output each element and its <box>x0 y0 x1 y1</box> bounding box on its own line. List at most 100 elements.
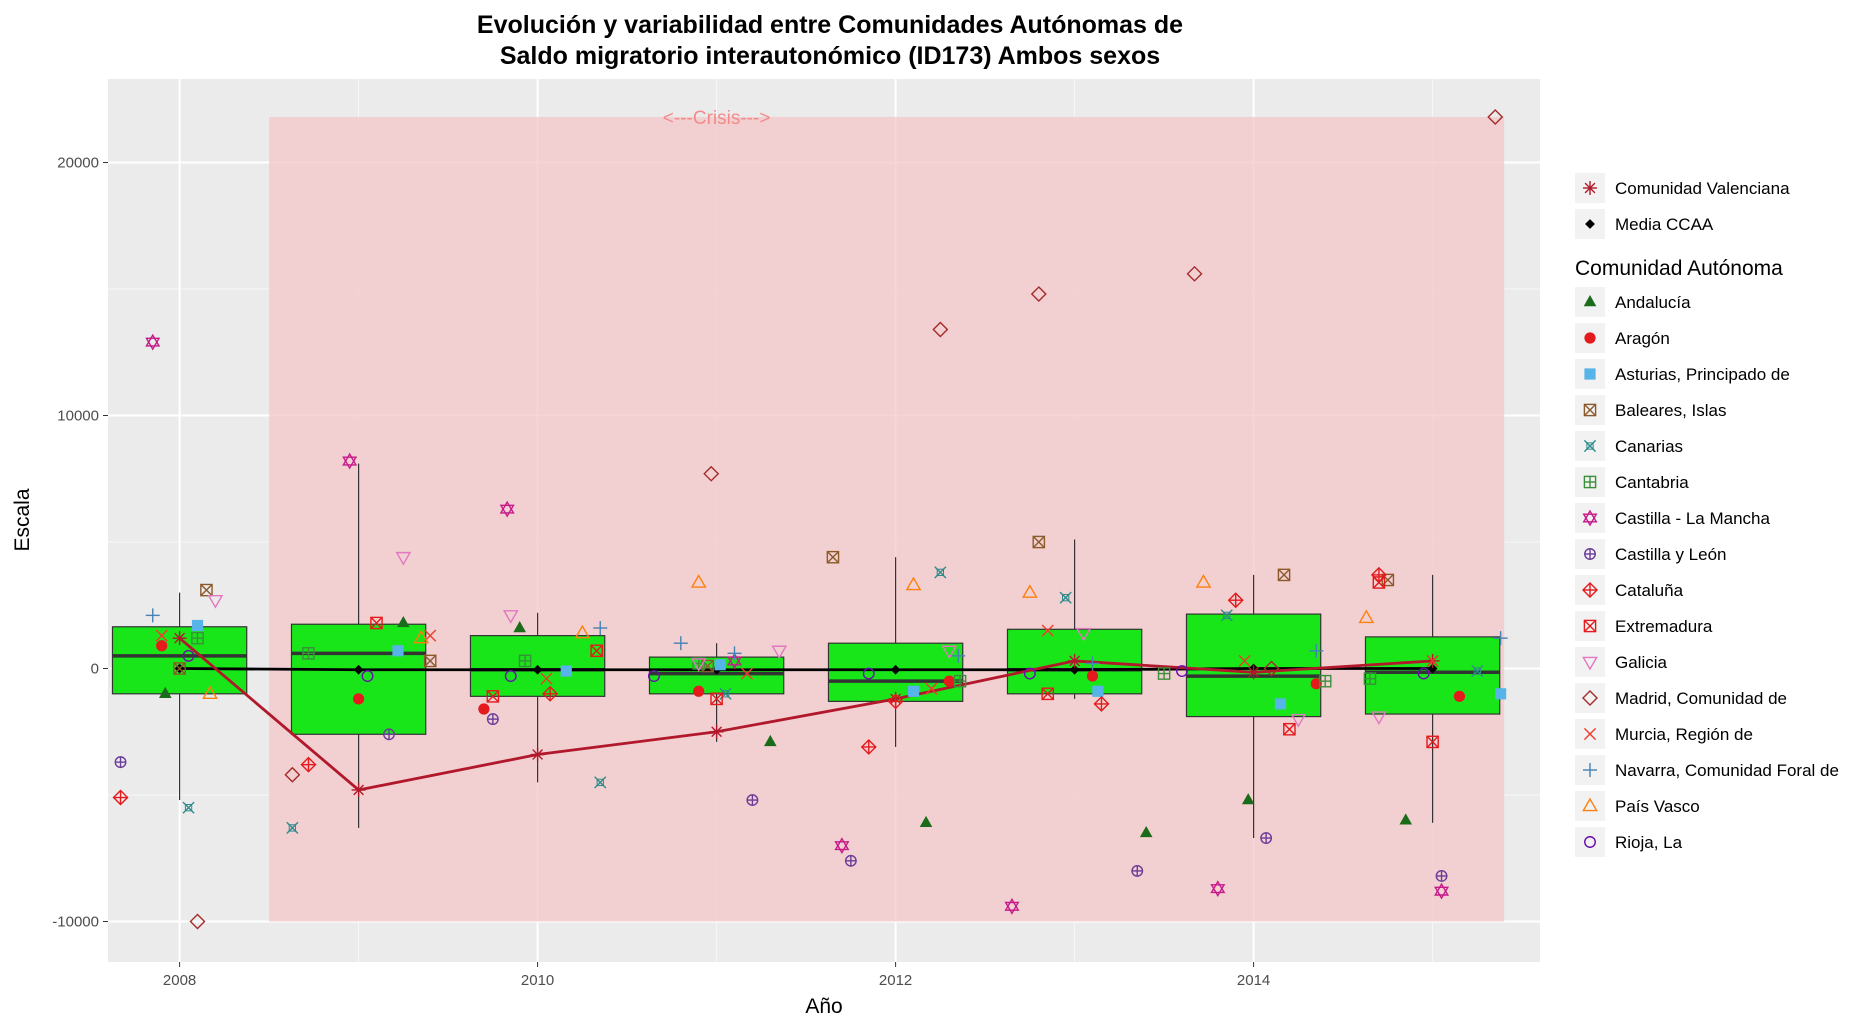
line-point <box>709 724 724 739</box>
data-point <box>1426 654 1439 668</box>
data-point-mark <box>1075 627 1092 642</box>
legend-item: Navarra, Comunidad Foral de <box>1575 755 1839 785</box>
data-point <box>862 667 875 680</box>
legend-item: Asturias, Principado de <box>1575 359 1790 389</box>
legend-label: País Vasco <box>1615 797 1700 816</box>
data-point-mark <box>710 692 723 706</box>
legend-item: Murcia, Región de <box>1575 719 1753 749</box>
data-point-mark <box>690 574 707 588</box>
data-point <box>1495 688 1507 700</box>
legend-item: Comunidad Valenciana <box>1575 173 1790 203</box>
data-point-mark <box>1399 813 1413 825</box>
data-point-mark <box>714 659 726 671</box>
legend-item: Rioja, La <box>1575 827 1683 857</box>
data-point-mark <box>1186 265 1203 282</box>
legend-key-symbol <box>1583 727 1597 741</box>
axes: -10000 0 10000 20000 2008 2010 2012 2014 <box>52 154 1270 989</box>
data-point <box>1371 711 1387 725</box>
data-point-mark <box>1023 667 1036 680</box>
line-point <box>530 747 545 762</box>
line-point-mark <box>1069 664 1080 675</box>
data-point <box>156 640 168 652</box>
line-point-stroke <box>174 632 185 644</box>
data-point-stroke <box>182 801 195 814</box>
x-tick-label: 2014 <box>1237 972 1270 989</box>
legend-item: Aragón <box>1575 323 1670 353</box>
data-point <box>887 693 904 710</box>
data-point <box>499 500 515 518</box>
data-point-stroke <box>1277 568 1291 581</box>
boxplot-layer <box>111 463 1501 839</box>
data-point-mark <box>353 693 365 705</box>
series-castilla-la-mancha <box>145 333 1450 915</box>
legend-key-symbol-mark2 <box>1582 513 1598 527</box>
data-point <box>145 333 161 351</box>
data-point <box>574 624 591 639</box>
data-point <box>1417 667 1430 680</box>
series-castilla-y-le-n <box>114 713 1448 882</box>
data-point <box>932 321 949 338</box>
data-point <box>951 648 966 663</box>
data-point-mark <box>1041 687 1055 701</box>
x-tick-label: 2008 <box>163 972 196 989</box>
data-point <box>740 667 754 680</box>
legend-key-symbol-stroke <box>1583 439 1597 453</box>
data-point-mark <box>1176 665 1188 677</box>
data-point <box>593 621 608 636</box>
legend-label: Murcia, Región de <box>1615 725 1753 744</box>
data-point <box>182 649 195 662</box>
data-point <box>1092 685 1104 697</box>
series-galicia <box>207 551 1387 728</box>
legend-key-symbol-mark <box>1582 509 1598 523</box>
data-point <box>1176 665 1188 677</box>
legend-key-symbol-stroke <box>1584 182 1596 194</box>
series-rioja-la <box>182 649 1430 683</box>
data-point <box>860 738 877 755</box>
line-point <box>172 631 187 646</box>
data-point-mark <box>1277 568 1291 582</box>
legend-item: Cantabria <box>1575 467 1689 497</box>
data-point-mark <box>932 321 949 338</box>
data-point-mark <box>693 685 705 697</box>
legend-item: Andalucía <box>1575 287 1691 317</box>
point-series-layer <box>112 108 1508 930</box>
data-point <box>1260 832 1273 844</box>
data-point-stroke <box>486 690 499 703</box>
data-point <box>202 685 218 700</box>
data-point <box>673 636 688 651</box>
data-point-mark2 <box>1434 886 1450 900</box>
legend-label: Cataluña <box>1615 581 1684 600</box>
legend-label: Cantabria <box>1615 473 1689 492</box>
data-point-mark <box>1086 670 1099 682</box>
line-point <box>1427 663 1438 674</box>
data-point <box>542 685 559 702</box>
data-point-mark <box>919 815 933 828</box>
crisis-band-layer <box>269 116 1505 922</box>
data-point-mark <box>1195 574 1212 588</box>
data-point <box>703 465 720 482</box>
data-point <box>145 608 160 623</box>
series-pa-s-vasco <box>202 574 1375 700</box>
data-point-mark <box>397 615 410 628</box>
x-axis-title: Año <box>805 995 842 1018</box>
legend-label: Castilla y León <box>1615 545 1727 564</box>
data-point-mark <box>862 667 875 680</box>
data-point-mark <box>1434 882 1450 896</box>
legend-key-symbol <box>1583 475 1597 489</box>
data-point <box>478 703 490 715</box>
data-point-stroke <box>1238 654 1251 668</box>
data-point <box>648 670 660 683</box>
data-point-mark <box>1263 660 1280 677</box>
data-point <box>943 675 955 687</box>
data-point-mark <box>905 576 922 591</box>
data-point <box>1372 576 1386 589</box>
data-point-stroke <box>424 654 437 668</box>
data-point-mark2 <box>1210 884 1226 898</box>
legend-key-symbol-mark <box>1586 442 1594 450</box>
data-point-stroke <box>934 566 947 579</box>
data-point-mark <box>1358 609 1375 624</box>
data-point-mark <box>1487 108 1504 125</box>
data-point-mark <box>392 645 404 657</box>
data-point-mark <box>182 649 195 662</box>
